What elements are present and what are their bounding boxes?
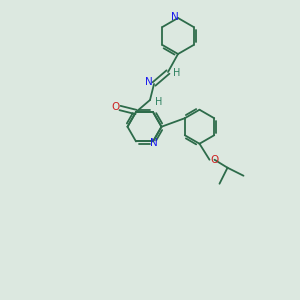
Text: N: N	[145, 77, 153, 87]
Text: N: N	[150, 138, 158, 148]
Text: H: H	[155, 97, 163, 107]
Text: H: H	[173, 68, 181, 78]
Text: N: N	[171, 12, 179, 22]
Text: O: O	[111, 102, 119, 112]
Text: O: O	[210, 155, 219, 165]
